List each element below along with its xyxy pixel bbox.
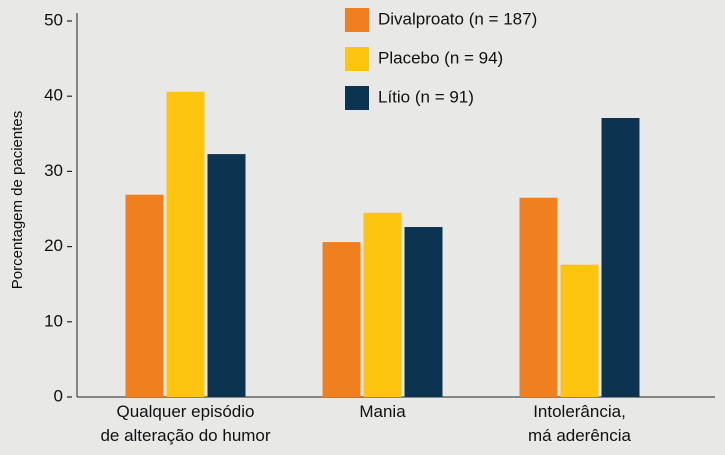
bar [322, 242, 361, 397]
legend-swatch [345, 8, 369, 32]
x-tick-label: Qualquer episódio de alteração do humor [100, 402, 271, 445]
legend-label: Divalproato (n = 187) [378, 9, 537, 28]
y-tick-label: 10 [44, 311, 63, 330]
legend-swatch [345, 86, 369, 110]
y-tick-label: 40 [44, 86, 63, 105]
bar [601, 118, 640, 398]
legend-swatch [345, 47, 369, 71]
x-tick-label: Intolerância, má aderência [527, 402, 631, 445]
bar [404, 227, 443, 397]
y-tick-label: 20 [44, 236, 63, 255]
bar [363, 212, 402, 397]
y-tick-label: 30 [44, 161, 63, 180]
y-tick-label: 0 [54, 386, 63, 405]
bar [560, 264, 599, 397]
y-axis-label: Porcentagem de pacientes [9, 111, 26, 289]
bar [519, 197, 558, 397]
bar [207, 154, 246, 397]
bar [125, 194, 164, 397]
bar [166, 91, 205, 398]
legend-label: Lítio (n = 91) [378, 87, 474, 106]
x-tick-label: Mania [359, 402, 406, 421]
legend-label: Placebo (n = 94) [378, 48, 503, 67]
y-tick-label: 50 [44, 10, 63, 29]
